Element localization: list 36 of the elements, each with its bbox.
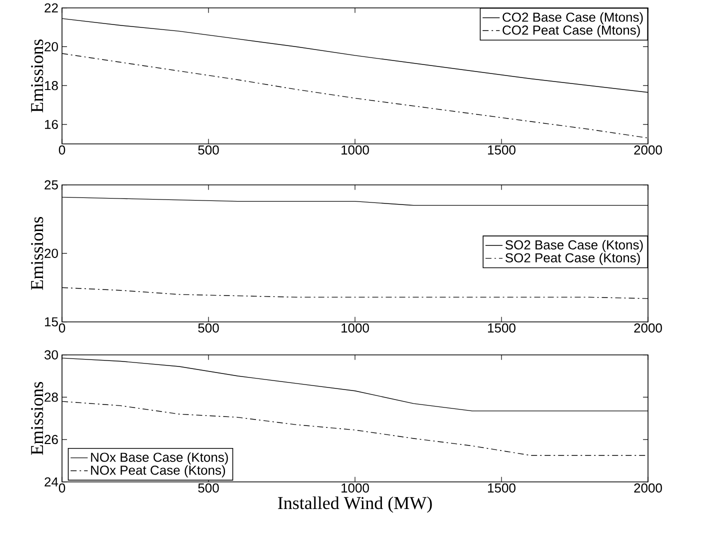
x-tick-label: 2000 [634, 323, 662, 333]
legend-label: SO2 Peat Case (Ktons) [505, 252, 640, 266]
legend-label: SO2 Base Case (Ktons) [505, 240, 643, 252]
x-axis-title: Installed Wind (MW) [278, 496, 432, 513]
x-tick-label: 2000 [634, 145, 662, 155]
x-tick-label: 1500 [488, 483, 516, 493]
legend-label: CO2 Peat Case (Mtons) [502, 25, 640, 38]
y-axis-title: Emissions [31, 40, 44, 112]
y-tick-label: 30 [44, 350, 58, 360]
y-axis-title: Emissions [31, 217, 44, 290]
y-tick-label: 24 [44, 477, 58, 486]
legend-label: NOx Peat Case (Ktons) [91, 465, 226, 478]
x-tick-label: 1000 [342, 323, 369, 333]
x-tick-label: 500 [198, 145, 219, 155]
x-tick-label: 0 [58, 483, 66, 493]
x-tick-label: 1500 [488, 145, 516, 155]
y-tick-label: 20 [44, 42, 58, 52]
x-tick-label: 1000 [342, 145, 369, 155]
x-tick-label: 1500 [488, 323, 516, 333]
x-tick-label: 500 [198, 323, 219, 333]
x-tick-label: 1000 [342, 483, 369, 493]
legend-label: CO2 Base Case (Mtons) [502, 12, 643, 24]
y-axis-title: Emissions [31, 382, 44, 455]
x-tick-label: 500 [198, 483, 219, 493]
y-tick-label: 18 [45, 81, 58, 90]
y-tick-label: 20 [44, 248, 58, 258]
y-tick-label: 28 [44, 392, 58, 402]
y-tick-label: 15 [45, 317, 58, 326]
x-tick-label: 2000 [634, 483, 662, 493]
legend-label: NOx Base Case (Ktons) [91, 452, 228, 465]
y-tick-label: 25 [44, 180, 58, 190]
y-tick-label: 22 [44, 3, 58, 12]
y-tick-label: 26 [44, 434, 58, 444]
y-tick-label: 16 [45, 120, 58, 130]
x-tick-label: 0 [58, 323, 66, 333]
x-tick-label: 0 [58, 145, 66, 155]
